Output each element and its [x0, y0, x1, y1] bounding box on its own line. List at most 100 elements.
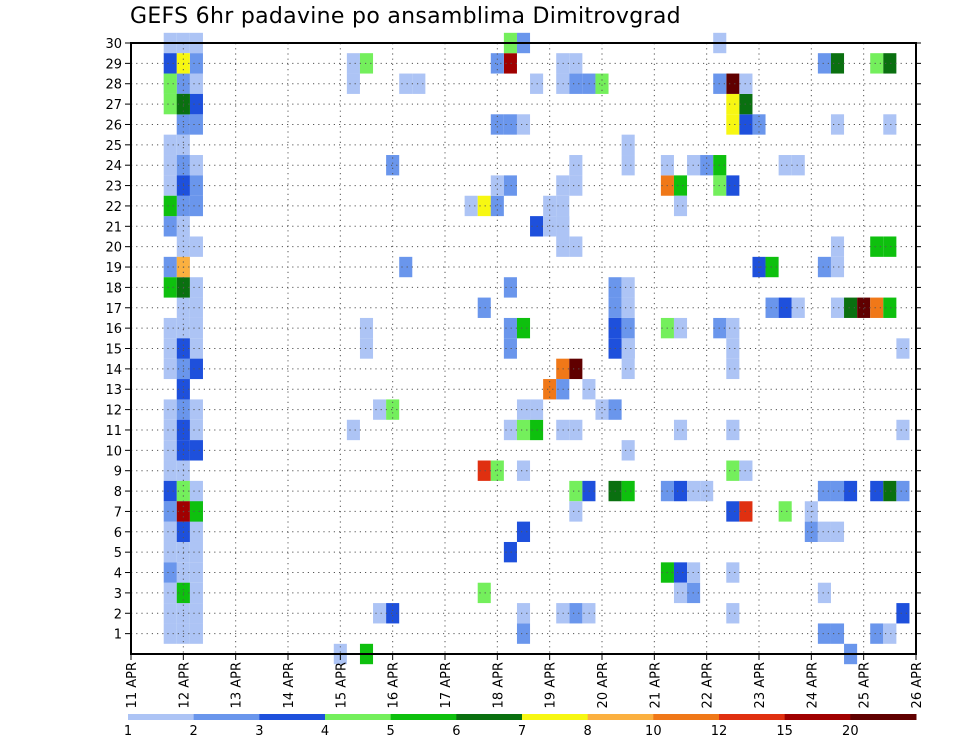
x-tick-label: 21 APR: [648, 662, 663, 708]
precip-cell: [163, 501, 177, 522]
precip-cell: [739, 501, 753, 522]
y-tick-label: 29: [105, 57, 122, 72]
precip-cell: [189, 317, 203, 339]
precip-cell: [726, 338, 740, 359]
precip-cell: [817, 480, 831, 502]
precip-cell: [503, 338, 517, 359]
precip-cell: [791, 297, 805, 318]
precip-cell: [739, 73, 753, 94]
precip-cell: [569, 603, 583, 624]
precip-cell: [516, 521, 531, 542]
x-tick-label: 12 APR: [177, 662, 192, 708]
precip-cell: [700, 155, 714, 176]
x-tick-label: 19 APR: [544, 662, 559, 708]
y-tick-label: 27: [105, 98, 122, 113]
precip-cell: [516, 419, 531, 441]
precip-cell: [503, 317, 517, 339]
precip-cell: [830, 297, 845, 318]
precip-cell: [726, 419, 740, 441]
precip-cell: [830, 521, 845, 542]
colorbar-swatch: [850, 714, 917, 720]
y-tick-label: 6: [114, 526, 122, 541]
precip-cell: [490, 460, 504, 481]
y-tick-label: 15: [105, 343, 122, 358]
precip-cell: [569, 501, 583, 522]
x-tick-label: 18 APR: [491, 662, 506, 708]
precip-cell: [830, 256, 845, 278]
y-tick-label: 25: [105, 139, 122, 154]
x-tick-label: 13 APR: [230, 662, 245, 708]
precip-cell: [503, 277, 517, 298]
precip-cell: [896, 480, 910, 502]
y-tick-label: 13: [105, 383, 122, 398]
precip-cell: [896, 603, 910, 624]
precip-cell: [569, 155, 583, 176]
precip-cell: [490, 114, 504, 135]
precip-cell: [386, 603, 400, 624]
precip-cell: [189, 358, 203, 380]
precip-cell: [673, 317, 688, 339]
precip-cell: [530, 216, 544, 237]
grid-layer: [131, 42, 916, 654]
y-tick-label: 11: [105, 424, 122, 439]
precip-cell: [569, 419, 583, 441]
precip-cell: [163, 460, 177, 481]
precip-cell: [189, 603, 203, 624]
precip-cell: [359, 53, 374, 74]
y-tick-label: 1: [114, 628, 122, 643]
precip-cell: [791, 155, 805, 176]
precip-cell: [359, 317, 374, 339]
precip-cell: [163, 623, 177, 644]
precip-cell: [516, 317, 531, 339]
precip-cell: [163, 603, 177, 624]
y-tick-label: 16: [105, 322, 122, 337]
x-tick-label: 20 APR: [596, 662, 611, 708]
precip-cell: [817, 256, 831, 278]
colorbar-label: 5: [387, 724, 395, 739]
precip-cell: [399, 256, 413, 278]
precip-cell: [189, 582, 203, 604]
precip-cell: [739, 93, 753, 115]
precip-cell: [477, 297, 491, 318]
precip-cell: [163, 440, 177, 461]
precip-cell: [883, 480, 897, 502]
precip-cell: [490, 195, 504, 217]
precip-cell: [752, 114, 766, 135]
precip-cell: [726, 460, 740, 481]
precip-cell: [373, 603, 387, 624]
precip-cell: [830, 623, 845, 644]
precip-cell: [189, 501, 203, 522]
colorbar-swatch: [719, 714, 786, 720]
precip-cell: [543, 195, 557, 217]
precip-cell: [346, 73, 360, 94]
precip-cell: [844, 297, 858, 318]
precip-cell: [477, 195, 491, 217]
precip-cell: [189, 114, 203, 135]
precip-cell: [595, 399, 609, 420]
precip-cell: [673, 562, 688, 583]
precip-cell: [739, 460, 753, 481]
precip-cell: [163, 419, 177, 441]
precip-cell: [516, 623, 531, 644]
precip-cell: [726, 501, 740, 522]
precip-cell: [726, 93, 740, 115]
precip-cell: [621, 338, 635, 359]
colorbar-label: 4: [321, 724, 329, 739]
y-tick-label: 12: [105, 404, 122, 419]
precip-cell: [621, 134, 635, 156]
precip-cell: [870, 53, 884, 74]
y-tick-label: 8: [114, 485, 122, 500]
y-tick-label: 9: [114, 465, 122, 480]
precip-cell: [569, 53, 583, 74]
precip-cell: [503, 175, 517, 196]
precip-cell: [673, 582, 688, 604]
precip-cell: [530, 419, 544, 441]
x-tick-label: 16 APR: [387, 662, 402, 708]
colorbar-swatch: [128, 714, 195, 720]
precip-cell: [386, 399, 400, 420]
precip-cell: [673, 419, 688, 441]
precip-cell: [189, 175, 203, 196]
colorbar-swatch: [587, 714, 654, 720]
precip-cell: [189, 440, 203, 461]
precip-cell: [189, 53, 203, 74]
